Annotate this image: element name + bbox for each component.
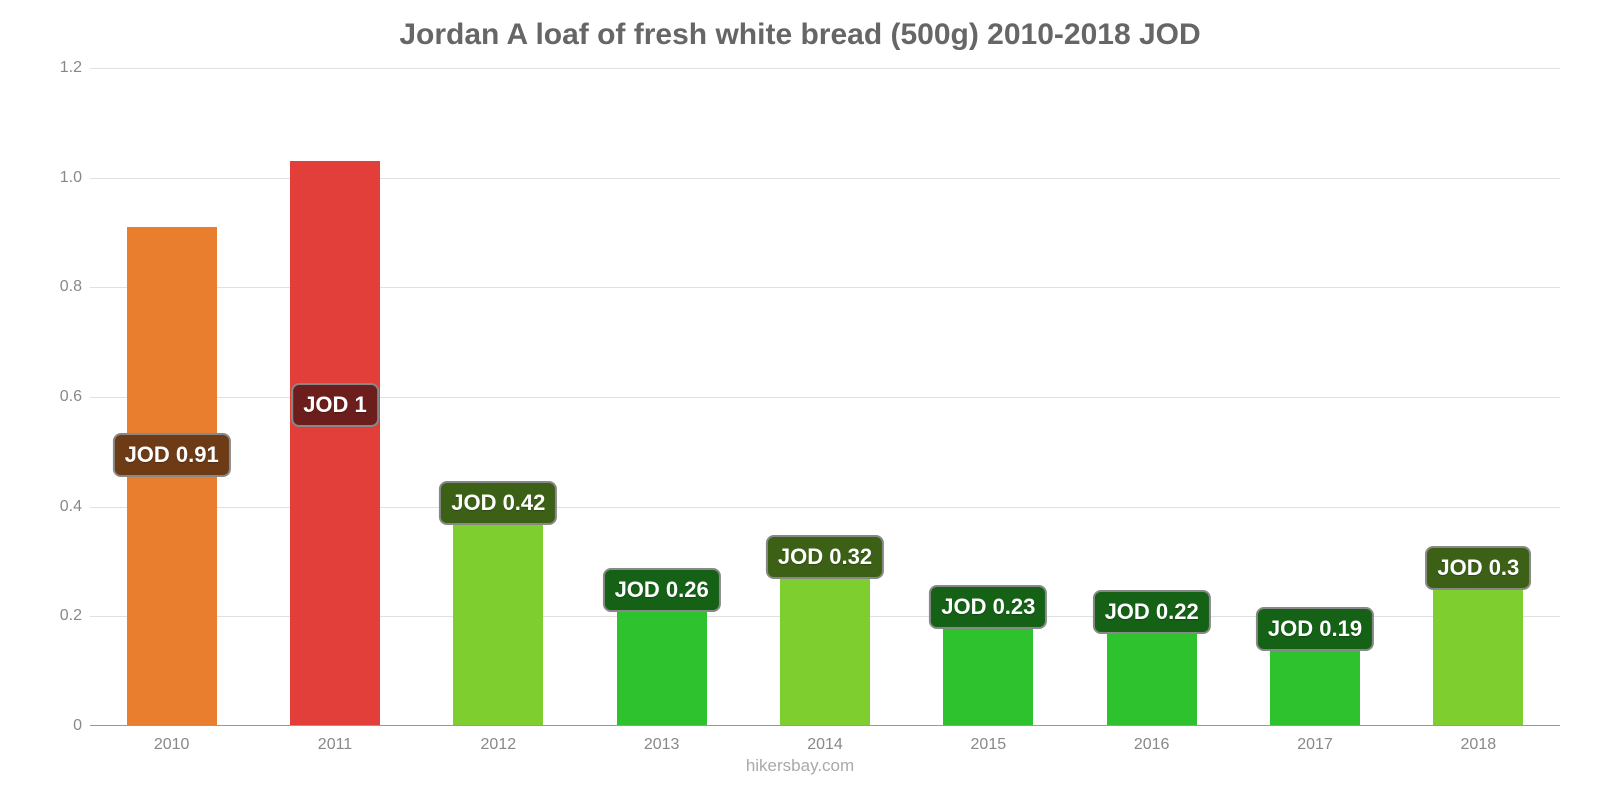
y-tick-label: 0.2: [38, 607, 82, 625]
y-tick-label: 0.4: [38, 498, 82, 516]
bar-value-badge: JOD 1: [291, 383, 379, 427]
y-tick-label: 1.2: [38, 59, 82, 77]
x-tick-label: 2014: [807, 736, 843, 754]
y-tick-label: 0.8: [38, 278, 82, 296]
bar: JOD 0.42: [453, 496, 543, 726]
plot-area: JOD 0.91JOD 1JOD 0.42JOD 0.26JOD 0.32JOD…: [90, 68, 1560, 726]
bar-value-badge: JOD 0.32: [766, 535, 884, 579]
x-tick-label: 2017: [1297, 736, 1333, 754]
x-tick-label: 2010: [154, 736, 190, 754]
y-tick-label: 1.0: [38, 169, 82, 187]
bar-value-badge: JOD 0.23: [929, 585, 1047, 629]
bar: JOD 0.22: [1107, 605, 1197, 726]
bar-value-badge: JOD 0.91: [113, 433, 231, 477]
chart-footer: hikersbay.com: [0, 756, 1600, 776]
bar-value-badge: JOD 0.3: [1425, 546, 1531, 590]
bar: JOD 0.32: [780, 551, 870, 726]
x-tick-label: 2012: [481, 736, 517, 754]
bar-value-badge: JOD 0.42: [439, 481, 557, 525]
bar: JOD 0.26: [617, 583, 707, 726]
x-axis-baseline: [90, 725, 1560, 726]
y-tick-label: 0: [38, 717, 82, 735]
bar: JOD 0.91: [127, 227, 217, 726]
x-tick-label: 2016: [1134, 736, 1170, 754]
y-tick-label: 0.6: [38, 388, 82, 406]
bar: JOD 0.3: [1433, 562, 1523, 727]
bars-layer: JOD 0.91JOD 1JOD 0.42JOD 0.26JOD 0.32JOD…: [90, 68, 1560, 726]
bar: JOD 0.23: [943, 600, 1033, 726]
chart-container: Jordan A loaf of fresh white bread (500g…: [0, 0, 1600, 800]
x-tick-label: 2011: [318, 736, 352, 754]
x-tick-label: 2013: [644, 736, 680, 754]
bar-value-badge: JOD 0.19: [1256, 607, 1374, 651]
bar: JOD 0.19: [1270, 622, 1360, 726]
chart-title: Jordan A loaf of fresh white bread (500g…: [0, 0, 1600, 60]
bar-value-badge: JOD 0.26: [603, 568, 721, 612]
bar-value-badge: JOD 0.22: [1093, 590, 1211, 634]
bar: JOD 1: [290, 161, 380, 726]
x-tick-label: 2015: [971, 736, 1007, 754]
x-tick-label: 2018: [1461, 736, 1497, 754]
